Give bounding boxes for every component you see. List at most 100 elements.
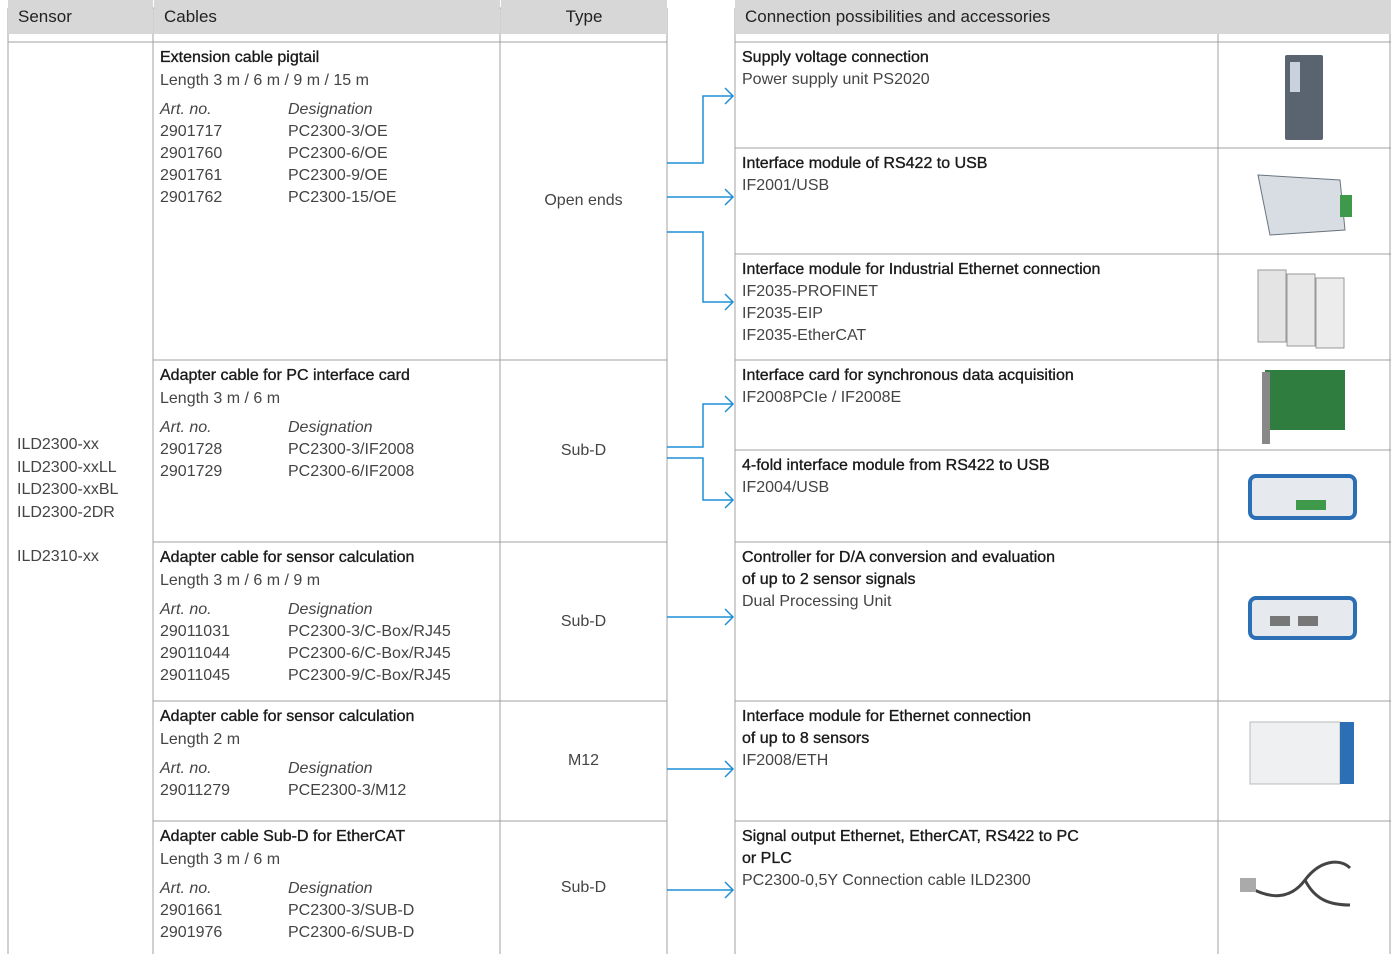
column-label: Designation	[288, 601, 373, 618]
accessory-detail: IF2001/USB	[742, 177, 830, 194]
arrow	[667, 881, 735, 899]
header-cell: Cables	[154, 0, 500, 34]
designation: PC2300-6/C-Box/RJ45	[288, 645, 451, 662]
designation: PCE2300-3/M12	[288, 782, 407, 799]
column-label: Designation	[288, 419, 373, 436]
designation: PC2300-15/OE	[288, 189, 397, 206]
art-no: 29011045	[160, 667, 230, 684]
art-no: 2901762	[160, 189, 223, 206]
designation: PC2300-3/C-Box/RJ45	[288, 623, 451, 640]
sensor-name: ILD2300-xxBL	[17, 481, 119, 498]
art-no: 29011044	[160, 645, 230, 662]
art-no: 2901760	[160, 145, 223, 162]
sensor-name: ILD2310-xx	[17, 548, 99, 565]
rs422-module-icon	[1296, 500, 1326, 510]
cable-title: Adapter cable for sensor calculation	[160, 708, 415, 725]
art-no: 2901661	[160, 902, 223, 919]
accessory-title: of up to 8 sensors	[742, 730, 870, 747]
arrows	[667, 87, 735, 899]
cable-title: Adapter cable for PC interface card	[160, 367, 410, 384]
designation: PC2300-9/C-Box/RJ45	[288, 667, 451, 684]
art-no: 2901717	[160, 123, 223, 140]
designation: PC2300-6/SUB-D	[288, 924, 415, 941]
usb-module-icon	[1340, 195, 1352, 217]
cable-title: Adapter cable Sub-D for EtherCAT	[160, 828, 406, 845]
accessory-detail: IF2008/ETH	[742, 752, 829, 769]
arrow	[667, 760, 735, 778]
arrow	[667, 87, 735, 164]
cable-type: M12	[567, 752, 600, 769]
art-no: 2901728	[160, 441, 223, 458]
column-label: Designation	[288, 760, 373, 777]
designation: PC2300-3/OE	[288, 123, 388, 140]
cable-type: Sub-D	[560, 612, 607, 630]
designation: PC2300-3/IF2008	[288, 441, 415, 458]
arrow	[667, 231, 735, 311]
cable-length: Length 3 m / 6 m	[160, 851, 281, 868]
header-cell: Sensor	[8, 0, 153, 34]
accessory-detail: PC2300-0,5Y Connection cable ILD2300	[742, 872, 1031, 889]
accessory-title: Controller for D/A conversion and evalua…	[742, 549, 1056, 566]
psu-icon	[1290, 62, 1300, 92]
accessory-detail: IF2035-EIP	[742, 305, 823, 322]
column-label: Art. no.	[160, 601, 212, 618]
sensor-name: ILD2300-xx	[17, 436, 99, 453]
dpu-icon	[1298, 616, 1318, 626]
column-label: Art. no.	[160, 880, 212, 897]
arrow	[667, 395, 735, 448]
usb-module-icon	[1257, 174, 1346, 236]
column-label: Art. no.	[160, 760, 212, 777]
cable-icon	[1244, 860, 1352, 898]
cable-type: Sub-D	[560, 878, 607, 896]
column-label: Designation	[288, 101, 373, 118]
cable-length: Length 3 m / 6 m / 9 m / 15 m	[160, 72, 369, 89]
column-label: Art. no.	[160, 101, 212, 118]
cable-icon	[1303, 879, 1351, 907]
pcie-card-icon	[1262, 372, 1270, 444]
accessory-title: Supply voltage connection	[742, 49, 929, 66]
art-no: 29011279	[160, 782, 230, 799]
arrow	[667, 457, 735, 509]
cable-length: Length 3 m / 6 m	[160, 390, 281, 407]
art-no: 2901761	[160, 167, 223, 184]
designation: PC2300-6/IF2008	[288, 463, 415, 480]
accessory-detail: IF2004/USB	[742, 479, 830, 496]
accessory-title: of up to 2 sensor signals	[742, 571, 916, 588]
column-label: Designation	[288, 880, 373, 897]
pcie-card-icon	[1265, 370, 1345, 430]
dpu-icon	[1270, 616, 1290, 626]
accessory-title: or PLC	[742, 850, 792, 867]
product-images	[1240, 55, 1357, 907]
cable-title: Extension cable pigtail	[160, 49, 320, 66]
accessory-title: Interface card for synchronous data acqu…	[742, 367, 1074, 384]
art-no: 29011031	[160, 623, 230, 640]
cable-type: Open ends	[544, 192, 623, 209]
rs422-module-icon	[1248, 474, 1357, 520]
accessory-detail: IF2008PCIe / IF2008E	[742, 389, 902, 406]
accessory-title: Signal output Ethernet, EtherCAT, RS422 …	[742, 828, 1079, 845]
cable-icon	[1240, 878, 1256, 892]
ethernet-module-icon	[1257, 269, 1287, 343]
designation: PC2300-9/OE	[288, 167, 388, 184]
header-cell: Connection possibilities and accessories	[735, 0, 1391, 34]
sensor-name: ILD2300-xxLL	[17, 458, 117, 476]
cable-length: Length 3 m / 6 m / 9 m	[160, 572, 321, 589]
arrow	[667, 188, 735, 206]
column-label: Art. no.	[160, 419, 212, 436]
accessory-detail: IF2035-EtherCAT	[742, 327, 867, 344]
arrow	[667, 608, 735, 626]
eth-module-icon	[1249, 721, 1341, 785]
accessory-title: Interface module of RS422 to USB	[742, 155, 988, 172]
accessory-title: Interface module for Industrial Ethernet…	[742, 261, 1101, 278]
ethernet-module-icon	[1315, 277, 1345, 349]
designation: PC2300-3/SUB-D	[288, 902, 415, 919]
accessory-title: Interface module for Ethernet connection	[742, 708, 1032, 725]
cable-title: Adapter cable for sensor calculation	[160, 549, 415, 566]
accessory-title: 4-fold interface module from RS422 to US…	[742, 457, 1050, 474]
art-no: 2901976	[160, 924, 223, 941]
accessory-detail: Dual Processing Unit	[742, 593, 892, 610]
eth-module-icon	[1340, 722, 1354, 784]
cable-type: Sub-D	[560, 442, 607, 459]
